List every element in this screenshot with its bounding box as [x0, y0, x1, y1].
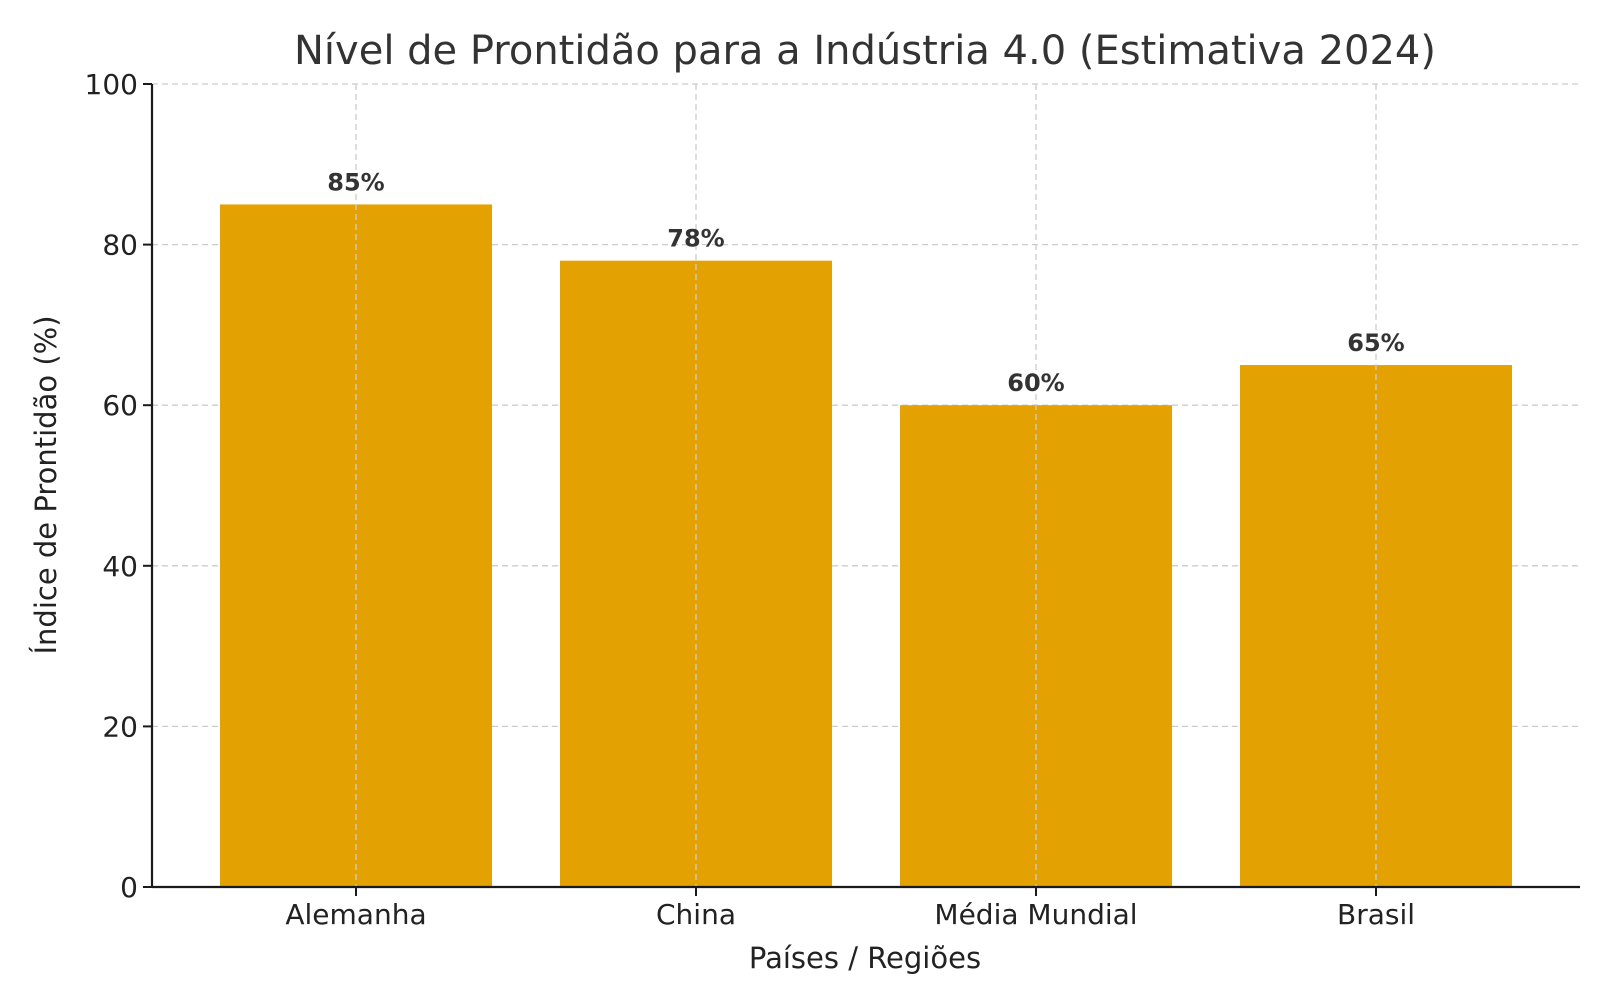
x-tick-label: China [656, 898, 736, 931]
y-tick-label: 20 [102, 710, 138, 743]
y-tick-label: 100 [85, 68, 138, 101]
y-tick-label: 0 [120, 871, 138, 904]
y-tick-label: 60 [102, 389, 138, 422]
y-tick-label: 40 [102, 550, 138, 583]
chart-title: Nível de Prontidão para a Indústria 4.0 … [294, 28, 1436, 74]
x-tick-label: Alemanha [285, 898, 426, 931]
label-layer: 85% 78% 60% 65% [327, 168, 1404, 397]
data-label: 60% [1007, 369, 1064, 397]
y-axis-title: Índice de Prontidão (%) [29, 315, 63, 654]
x-tick-label: Média Mundial [934, 898, 1137, 931]
bar-layer [220, 84, 1512, 887]
data-label: 65% [1347, 329, 1404, 357]
y-tick-label: 80 [102, 229, 138, 262]
axis-layer: 0 20 40 60 80 100 Alemanha China Média Mundial Br… [85, 68, 1580, 931]
x-tick-label: Brasil [1337, 898, 1415, 931]
data-label: 78% [667, 225, 724, 253]
x-axis-title: Países / Regiões [749, 941, 981, 975]
data-label: 85% [327, 168, 384, 196]
